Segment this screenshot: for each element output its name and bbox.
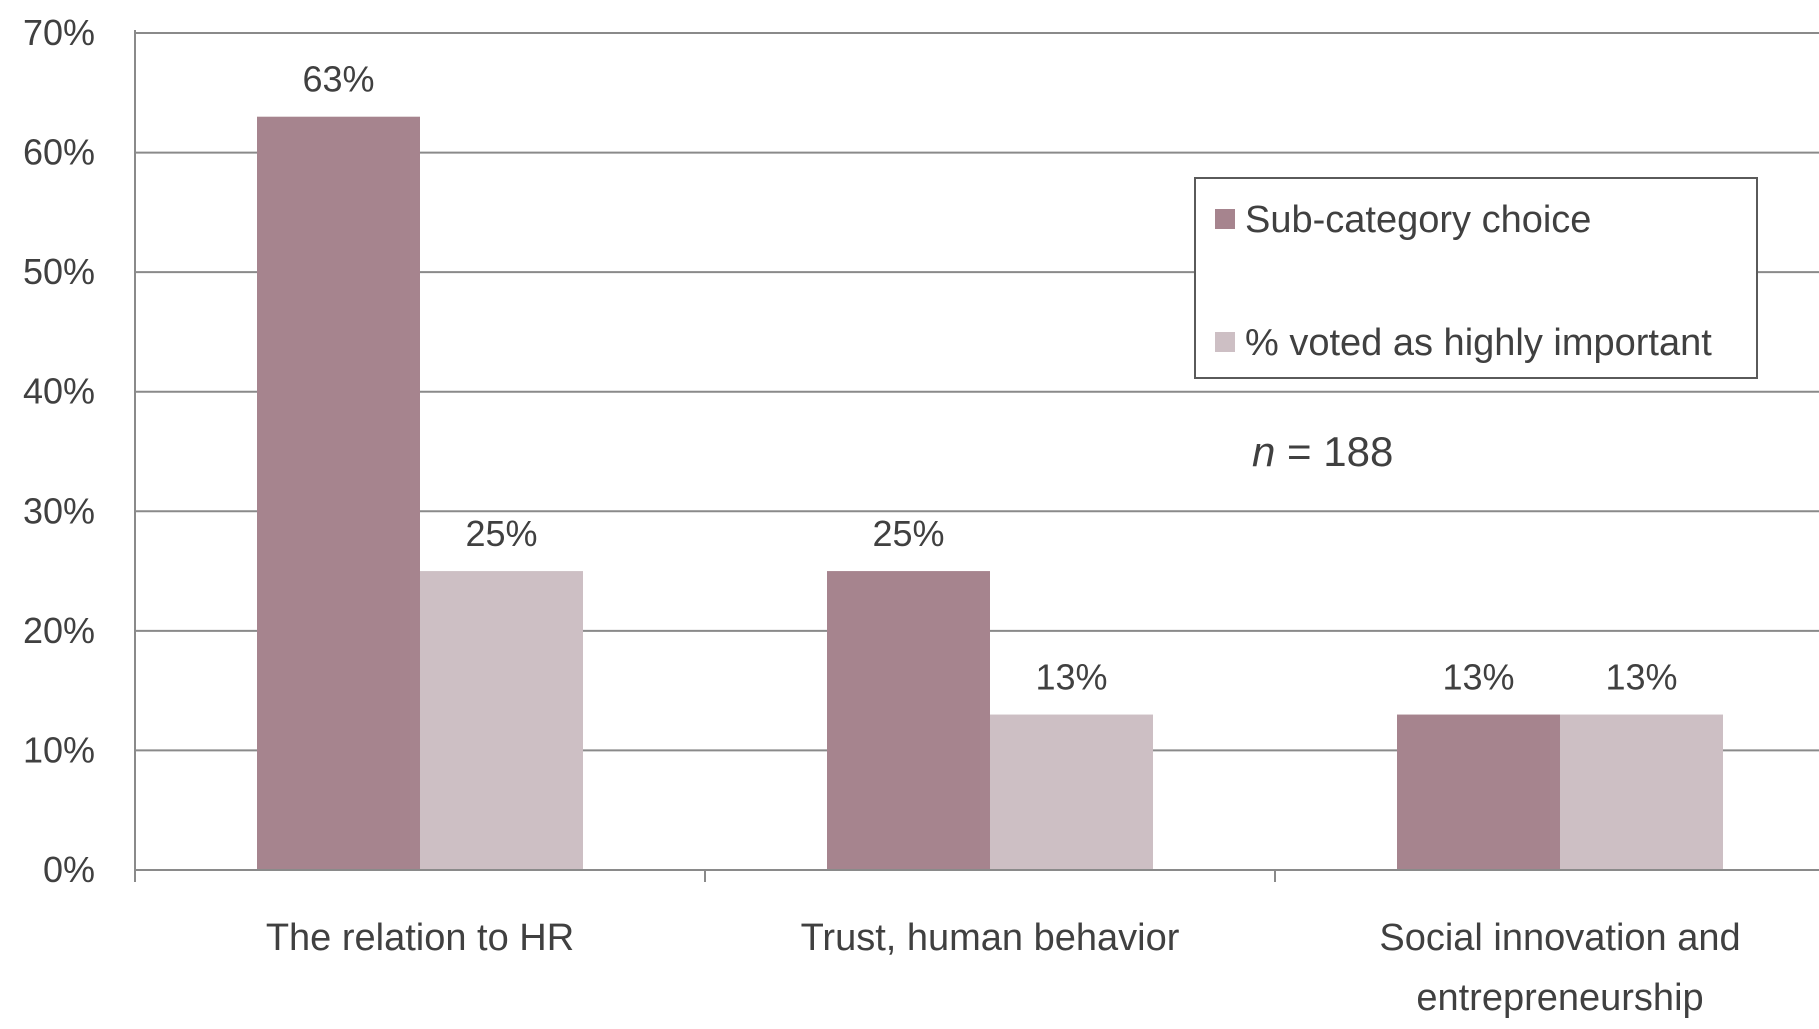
axes	[134, 30, 1819, 882]
legend-label-highly-important: % voted as highly important	[1245, 322, 1712, 364]
category-label: The relation to HR	[266, 917, 574, 959]
bar-series-1-category-0	[420, 571, 583, 870]
bar-series-0-category-1	[827, 571, 990, 870]
y-tick-label: 60%	[23, 132, 95, 173]
bar-series-0-category-0	[257, 116, 420, 870]
y-tick-label: 0%	[43, 849, 95, 890]
sample-size-symbol: n	[1252, 428, 1275, 475]
y-tick-label: 50%	[23, 251, 95, 292]
y-tick-label: 30%	[23, 490, 95, 531]
category-label-line: entrepreneurship	[1416, 977, 1703, 1019]
bar-series-1-category-2	[1560, 714, 1723, 870]
y-tick-label: 40%	[23, 371, 95, 412]
bars	[257, 116, 1723, 870]
y-axis-ticks: 0% 10% 20% 30% 40% 50% 60% 70%	[23, 12, 95, 890]
category-labels: The relation to HR Trust, human behavior S…	[266, 917, 1741, 1019]
category-label-line: The relation to HR	[266, 917, 574, 959]
legend-swatch-highly-important	[1215, 332, 1235, 352]
legend: Sub-category choice % voted as highly im…	[1194, 177, 1758, 379]
data-label: 13%	[1442, 657, 1514, 698]
y-tick-label: 70%	[23, 12, 95, 53]
data-labels: 63% 25% 25% 13% 13% 13%	[302, 59, 1677, 698]
category-label-line: Trust, human behavior	[801, 917, 1180, 959]
data-label: 63%	[302, 59, 374, 100]
category-label: Trust, human behavior	[801, 917, 1180, 959]
legend-label-sub-category-choice: Sub-category choice	[1245, 199, 1591, 241]
data-label: 13%	[1035, 657, 1107, 698]
category-label-line: Social innovation and	[1379, 917, 1740, 959]
bar-series-1-category-1	[990, 714, 1153, 870]
y-tick-label: 10%	[23, 729, 95, 770]
sample-size-value: = 188	[1275, 428, 1393, 475]
legend-box	[1194, 177, 1758, 379]
sample-size-annotation: n = 188	[1252, 428, 1393, 475]
data-label: 13%	[1605, 657, 1677, 698]
category-label: Social innovation and entrepreneurship	[1379, 917, 1740, 1019]
data-label: 25%	[872, 513, 944, 554]
bar-series-0-category-2	[1397, 714, 1560, 870]
data-label: 25%	[465, 513, 537, 554]
y-tick-label: 20%	[23, 610, 95, 651]
legend-swatch-sub-category-choice	[1215, 209, 1235, 229]
